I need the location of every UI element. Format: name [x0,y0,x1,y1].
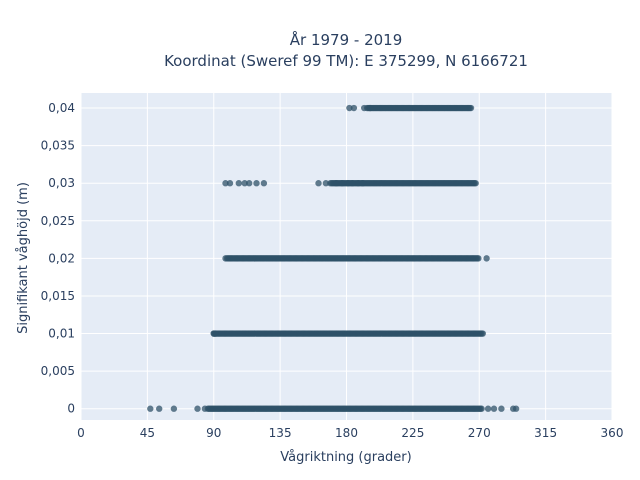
y-tick-label: 0,035 [41,139,75,153]
scatter-point [478,405,485,412]
scatter-point [194,405,201,412]
x-tick-label: 180 [335,426,358,440]
scatter-point [467,104,475,112]
scatter-point [170,405,178,412]
scatter-point [246,180,253,187]
y-tick-label: 0,03 [48,176,75,190]
scatter-point [475,255,482,262]
x-tick-label: 135 [269,426,292,440]
y-tick-label: 0,005 [41,364,75,378]
scatter-point [222,255,229,262]
scatter-point [355,180,362,187]
scatter-point [512,405,520,412]
scatter-point [201,405,209,412]
scatter-point [498,405,505,412]
y-tick-label: 0 [67,402,75,416]
scatter-point [156,405,163,412]
x-tick-label: 45 [140,426,155,440]
y-tick-label: 0,02 [48,251,75,265]
y-tick-label: 0,01 [48,327,75,341]
x-tick-label: 90 [206,426,221,440]
scatter-point [260,180,268,187]
y-axis-ticks: 0 0,005 0,01 0,015 0,02 0,025 0,03 0,035 0,04 [41,101,75,416]
scatter-point [479,330,486,337]
scatter-point [344,180,352,187]
y-tick-label: 0,025 [41,214,75,228]
x-tick-label: 0 [77,426,85,440]
scatter-point [333,180,340,187]
data-points [147,104,520,412]
scatter-point [483,255,490,262]
y-tick-label: 0,04 [48,101,75,115]
scatter-point [226,180,234,187]
scatter-point [338,180,346,187]
x-tick-label: 225 [401,426,424,440]
scatter-point [472,180,479,187]
chart-title-line-1: År 1979 - 2019 [290,30,403,49]
scatter-point [222,180,229,187]
scatter-point [346,104,353,112]
scatter-point [350,104,358,112]
scatter-point [490,405,498,412]
scatter-point [235,180,242,187]
scatter-point [147,405,154,412]
scatter-point [327,180,334,187]
scatter-point [349,180,356,187]
x-axis-title: Vågriktning (grader) [280,450,411,465]
scatter-point [212,330,219,337]
scatter-point [322,180,330,187]
y-axis-title: Signifikant våghöjd (m) [16,182,31,334]
x-tick-label: 270 [468,426,491,440]
scatter-point [484,405,492,412]
x-tick-label: 315 [534,426,557,440]
chart-title-line-2: Koordinat (Sweref 99 TM): E 375299, N 61… [164,52,528,70]
x-axis-ticks: 0 45 90 135 180 225 270 315 360 [77,426,623,440]
y-tick-label: 0,015 [41,289,75,303]
scatter-point [359,180,366,187]
scatter-point [366,104,374,112]
scatter-point [253,180,260,187]
scatter-point [241,180,248,187]
x-tick-label: 360 [601,426,624,440]
scatter-point [315,180,322,187]
scatter-point [361,104,368,112]
